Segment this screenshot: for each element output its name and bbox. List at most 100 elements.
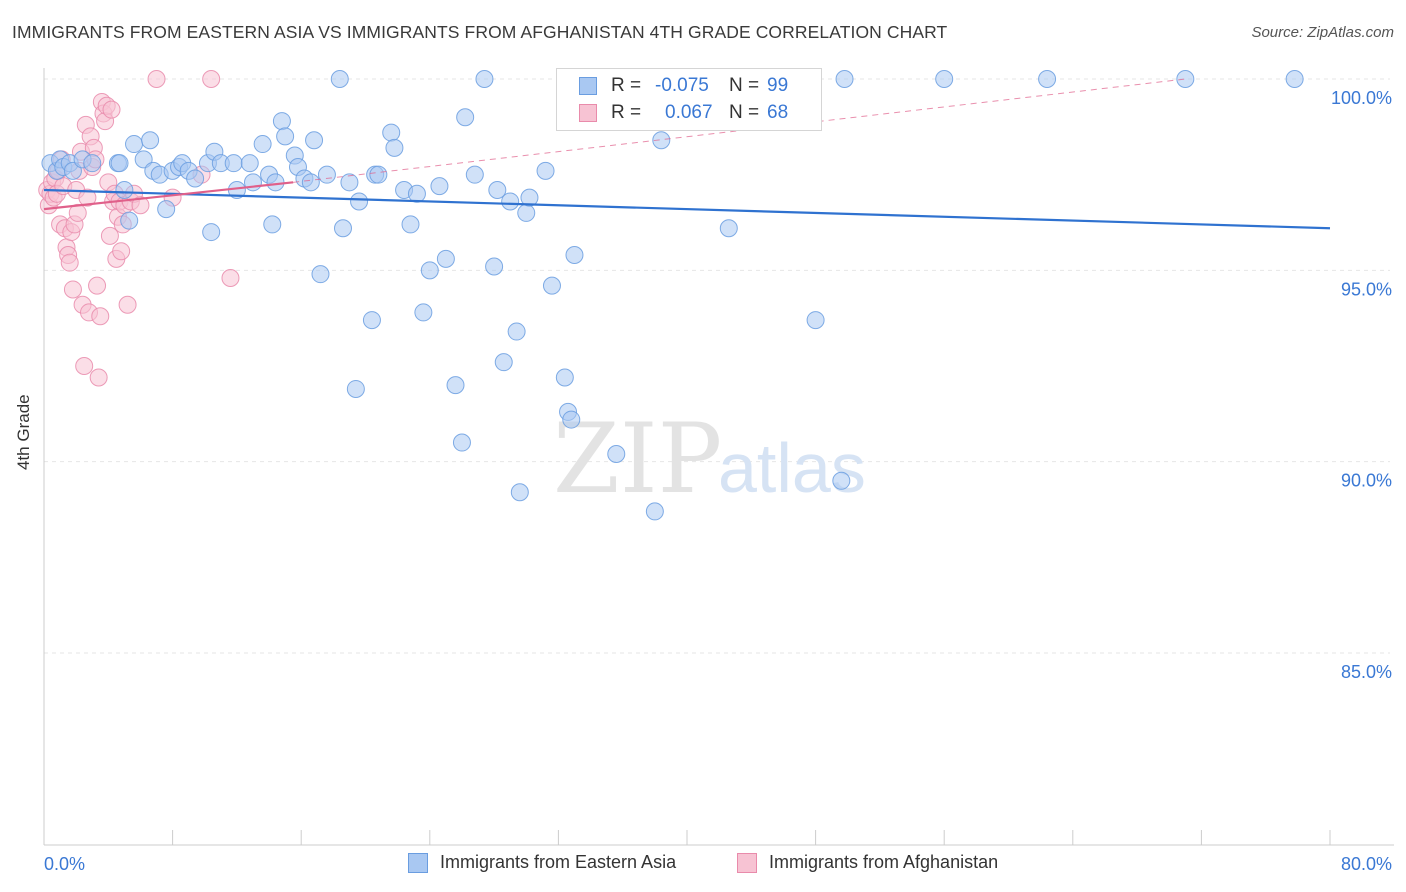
data-point — [118, 295, 137, 314]
data-point — [112, 242, 131, 261]
data-point — [147, 70, 166, 88]
r-label: R = — [611, 102, 642, 123]
data-point — [719, 219, 738, 238]
legend-item-afghanistan[interactable]: Immigrants from Afghanistan — [737, 852, 998, 873]
trend-line-eastern-asia — [43, 188, 1331, 230]
data-point — [488, 180, 507, 199]
data-point — [266, 173, 285, 192]
data-point — [382, 123, 401, 142]
data-point — [446, 376, 465, 395]
data-point — [465, 165, 484, 184]
data-point — [311, 265, 330, 284]
data-point — [134, 150, 153, 169]
data-point — [346, 379, 365, 398]
data-point — [89, 368, 108, 387]
blue-swatch — [579, 77, 597, 95]
y-tick-label: 85.0% — [1341, 662, 1392, 682]
source-label: Source: ZipAtlas.com — [1251, 24, 1394, 41]
data-point — [253, 135, 272, 154]
data-point — [333, 219, 352, 238]
trend-lines — [43, 78, 1331, 230]
data-point — [475, 70, 494, 88]
data-point — [91, 307, 110, 326]
data-point — [131, 196, 150, 215]
x-tick-labels: 0.0% 80.0% — [44, 854, 1392, 874]
data-point — [520, 188, 539, 207]
data-point — [362, 311, 381, 330]
data-point — [224, 154, 243, 173]
data-point — [536, 161, 555, 180]
r-label: R = — [611, 75, 642, 96]
data-point — [301, 173, 320, 192]
data-point — [221, 268, 240, 287]
data-point — [63, 280, 82, 299]
data-point — [1285, 70, 1304, 88]
data-point — [510, 483, 529, 502]
data-point — [75, 357, 94, 375]
n-value: 68 — [767, 102, 789, 123]
data-point — [120, 211, 139, 230]
y-tick-labels: 100.0% 95.0% 90.0% 85.0% — [1331, 88, 1392, 682]
data-point — [63, 161, 82, 180]
data-point — [83, 154, 102, 173]
data-point — [60, 253, 79, 272]
data-point — [385, 138, 404, 157]
legend-label: Immigrants from Eastern Asia — [440, 852, 677, 872]
data-point — [369, 165, 388, 184]
data-point — [430, 177, 449, 196]
legend-blue-swatch — [408, 852, 428, 873]
n-label: N = — [729, 75, 760, 96]
watermark-atlas: atlas — [718, 429, 866, 507]
data-point — [157, 200, 176, 219]
data-point — [835, 70, 854, 88]
data-point — [420, 261, 439, 280]
data-point — [452, 433, 471, 452]
data-point — [565, 246, 584, 265]
data-point — [607, 445, 626, 464]
data-point — [555, 368, 574, 387]
data-point — [1176, 70, 1195, 88]
data-point — [407, 184, 426, 203]
data-point — [330, 70, 349, 88]
data-point — [501, 192, 520, 211]
chart-title: IMMIGRANTS FROM EASTERN ASIA VS IMMIGRAN… — [12, 22, 948, 42]
data-point — [832, 471, 851, 490]
data-point — [517, 203, 536, 222]
n-label: N = — [729, 102, 760, 123]
data-point — [88, 276, 107, 295]
data-point — [110, 154, 129, 173]
data-point — [414, 303, 433, 322]
stats-box: R = -0.075 N = 99 R = 0.067 N = 68 — [556, 68, 822, 131]
trend-extension-afghanistan — [293, 78, 1186, 183]
data-point — [186, 169, 205, 188]
data-point — [645, 502, 664, 521]
data-point — [115, 180, 134, 199]
data-point — [436, 249, 455, 268]
data-point — [494, 353, 513, 372]
data-point — [401, 215, 420, 234]
data-point — [485, 257, 504, 276]
stats-row-eastern-asia: R = -0.075 N = 99 — [557, 73, 788, 99]
data-point — [272, 112, 291, 131]
data-point — [276, 127, 295, 146]
stats-row-afghanistan: R = 0.067 N = 68 — [557, 100, 788, 126]
x-tick-label: 80.0% — [1341, 854, 1392, 874]
data-point — [202, 70, 221, 88]
data-point — [305, 131, 324, 150]
data-point — [125, 135, 144, 154]
data-point — [350, 192, 369, 211]
data-point — [202, 223, 221, 242]
watermark-zip: ZIP — [553, 403, 722, 515]
data-point — [542, 276, 561, 295]
pink-swatch — [579, 104, 597, 122]
r-value: 0.067 — [665, 102, 713, 123]
data-point — [806, 311, 825, 330]
legend-pink-swatch — [737, 852, 757, 873]
data-point — [141, 131, 160, 150]
x-tick-label: 0.0% — [44, 854, 85, 874]
y-tick-label: 100.0% — [1331, 88, 1392, 108]
legend-item-eastern-asia[interactable]: Immigrants from Eastern Asia — [408, 852, 676, 873]
r-value: -0.075 — [655, 75, 709, 96]
data-point — [100, 226, 119, 245]
